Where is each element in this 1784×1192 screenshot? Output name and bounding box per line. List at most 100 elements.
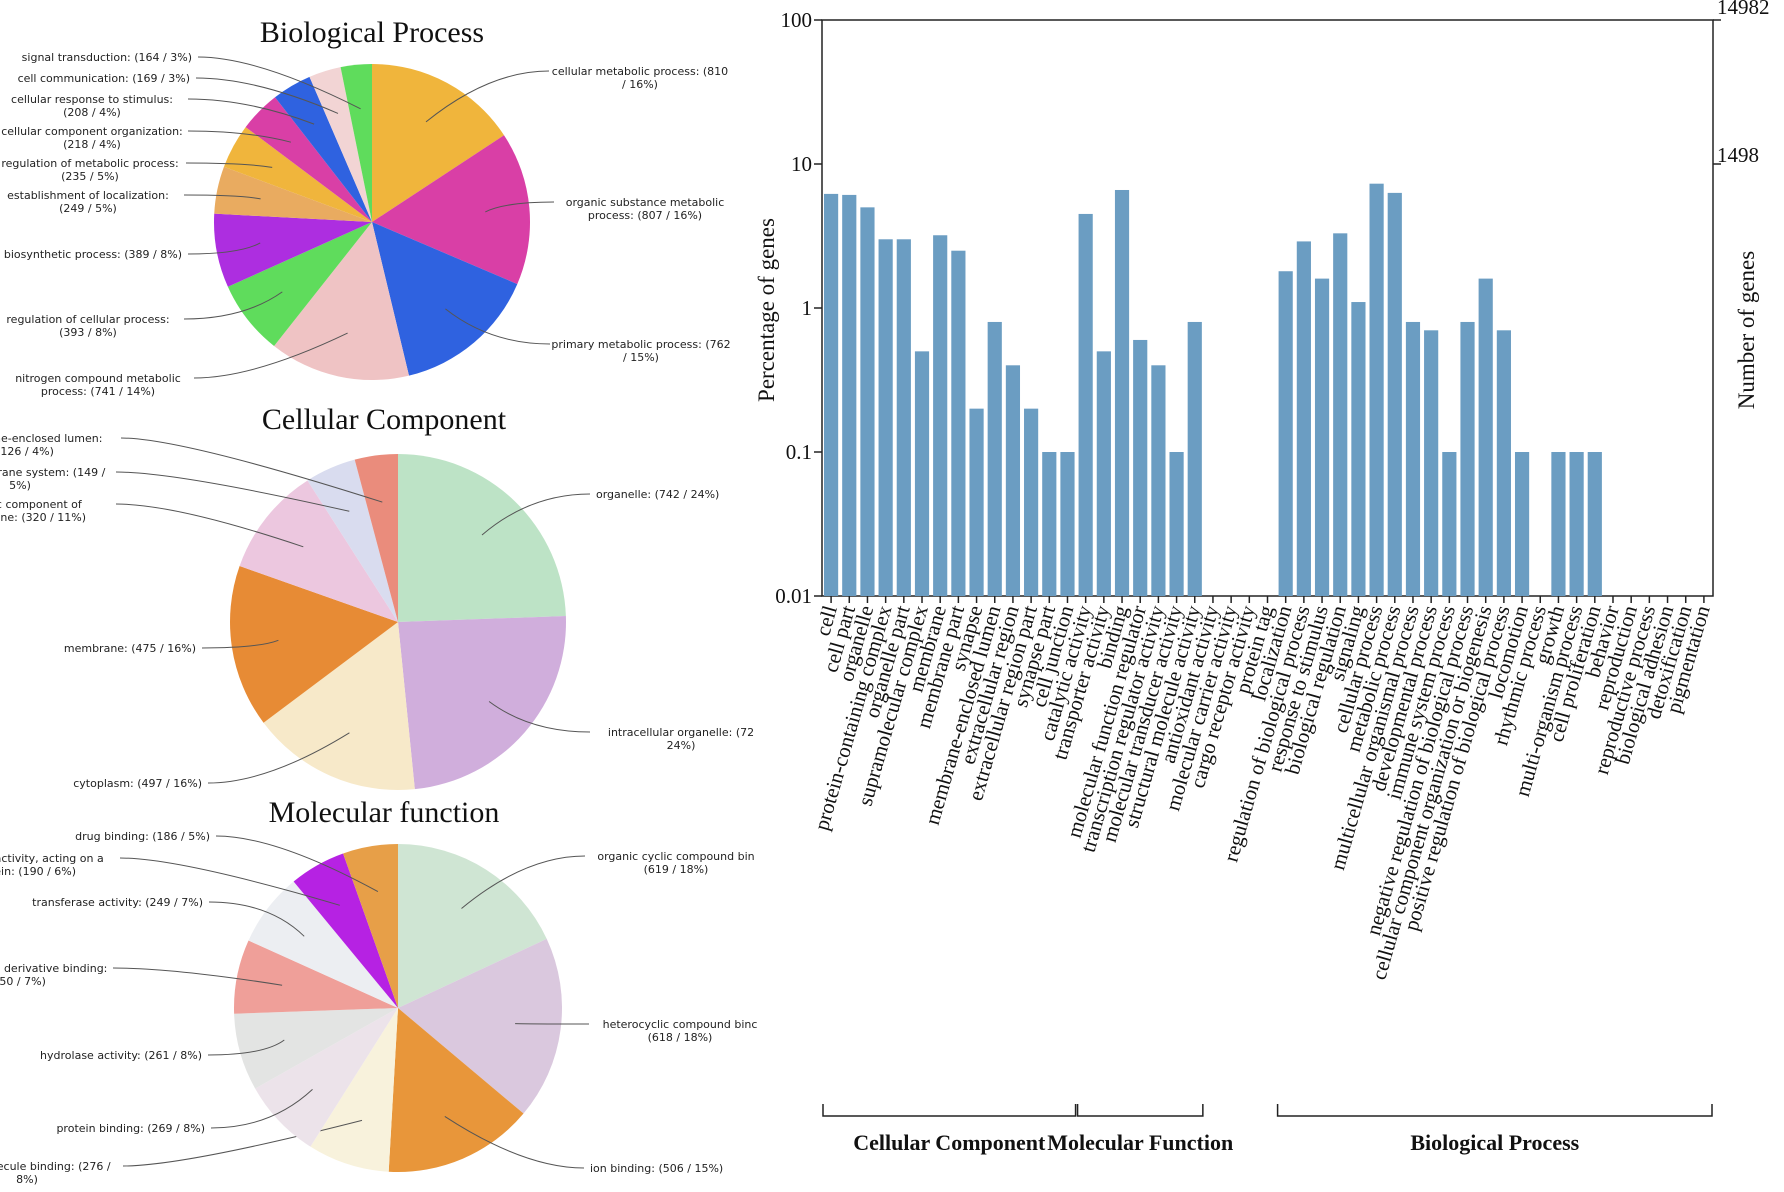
y-tick-label: 100 — [781, 8, 813, 32]
pie-slice-label: heterocyclic compound binc — [603, 1018, 758, 1031]
label-leader-line — [445, 308, 551, 345]
pie-slice — [340, 64, 372, 222]
pie-slice-label: (249 / 5%) — [59, 202, 117, 215]
label-leader-line — [207, 732, 350, 784]
group-label: Molecular Function — [1047, 1130, 1233, 1155]
bar — [1096, 351, 1111, 596]
pie-slice — [372, 135, 531, 285]
pie-slice-label: carbohydrate derivative binding: — [0, 962, 107, 975]
bar — [987, 321, 1002, 596]
bar — [1024, 408, 1039, 596]
label-leader-line — [425, 70, 550, 123]
bar — [1151, 365, 1166, 596]
pie-slice — [372, 222, 518, 376]
label-leader-line — [215, 835, 379, 893]
bar — [1551, 452, 1566, 596]
label-leader-line — [208, 901, 305, 937]
pie-slice — [398, 616, 566, 790]
pie-title: Cellular Component — [262, 403, 507, 436]
bar — [1187, 321, 1202, 596]
label-leader-line — [115, 471, 350, 512]
pie-slice-label: catalytic activity, acting on a — [0, 852, 104, 865]
label-leader-line — [115, 503, 304, 548]
pie-slice-label: (208 / 4%) — [63, 106, 121, 119]
bar — [1587, 452, 1602, 596]
bar — [1133, 339, 1148, 596]
pie-slice — [398, 454, 566, 622]
bar-chart-go-categories: Percentage of genes Number of genes 0.01… — [754, 0, 1770, 1155]
bar — [1405, 321, 1421, 596]
pie-chart-molecular-function: Molecular function organic cyclic compou… — [0, 796, 757, 1186]
group-label: Biological Process — [1410, 1130, 1579, 1155]
pie-slice — [245, 97, 372, 222]
pie-slice-label: cellular metabolic process: (810 — [552, 65, 728, 78]
pie-slice — [239, 480, 398, 622]
pie-slice — [275, 76, 372, 222]
pie-slice — [388, 1008, 524, 1172]
pie-slice-label: membrane-enclosed lumen: — [0, 432, 102, 445]
pie-slice — [234, 1008, 398, 1089]
label-leader-line — [187, 130, 292, 143]
group-bracket — [1076, 1104, 1204, 1117]
pie-slice — [398, 844, 547, 1008]
pie-slice-label: cytoplasm: (497 / 16%) — [73, 777, 202, 790]
label-leader-line — [461, 855, 586, 909]
bar — [951, 250, 966, 596]
bar — [933, 235, 948, 596]
bar — [1514, 452, 1530, 596]
bar — [914, 351, 930, 596]
pie-slice — [248, 881, 398, 1008]
label-leader-line — [193, 332, 348, 379]
bar — [1569, 452, 1584, 596]
pie-chart-biological-process: Biological Process cellular metabolic pr… — [1, 16, 730, 398]
bar — [896, 239, 911, 597]
bar — [1005, 365, 1021, 596]
pie-slice-label: intrinsic component of — [0, 498, 83, 511]
bar — [1351, 302, 1366, 596]
pie-slice-label: hydrolase activity: (261 / 8%) — [40, 1049, 202, 1062]
label-leader-line — [119, 857, 340, 906]
group-bracket — [822, 1104, 1077, 1117]
pie-slice-label: process: (807 / 16%) — [588, 209, 702, 222]
bar — [1078, 213, 1093, 596]
bar — [878, 239, 893, 597]
y2-tick-label: 1498 — [1717, 143, 1759, 167]
pie-slice-label: 5%) — [9, 479, 31, 492]
pie-slice — [274, 222, 409, 381]
pie-slice — [307, 459, 398, 622]
label-leader-line — [485, 201, 555, 213]
pie-slice — [223, 127, 372, 222]
y-tick-label: 10 — [791, 152, 812, 176]
pie-slice-label: 8%) — [16, 1173, 38, 1186]
pie-slice-label: organic cyclic compound bin — [597, 850, 754, 863]
pie-slice-label: signal transduction: (164 / 3%) — [22, 51, 192, 64]
pie-slice-label: biosynthetic process: (389 / 8%) — [4, 248, 182, 261]
bar — [824, 193, 839, 596]
pie-slice-label: protein: (190 / 6%) — [0, 865, 76, 878]
bar — [1478, 278, 1493, 596]
label-leader-line — [207, 1039, 285, 1056]
y-tick-label: 0.01 — [775, 584, 812, 608]
pie-slice-label: cellular component organization: — [1, 125, 183, 138]
y-axis-label: Percentage of genes — [754, 218, 779, 402]
pie-slice-label: 24%) — [667, 739, 696, 752]
bar — [1460, 321, 1475, 596]
bar — [1369, 183, 1384, 596]
pie-slice — [398, 938, 562, 1114]
bar — [1387, 192, 1402, 596]
pie-slice — [214, 166, 372, 222]
pie-slice-label: drug binding: (186 / 5%) — [75, 830, 210, 843]
pie-title: Biological Process — [260, 16, 484, 49]
bar — [1296, 241, 1311, 596]
pie-slice-label: primary metabolic process: (762 — [551, 338, 730, 351]
y-tick-label: 0.1 — [786, 440, 812, 464]
pie-slice — [310, 1008, 398, 1172]
pie-chart-cellular-component: Cellular Component organelle: (742 / 24%… — [0, 403, 754, 790]
y-tick-label: 1 — [802, 296, 813, 320]
pie-slice-label: (218 / 4%) — [63, 138, 121, 151]
label-leader-line — [187, 242, 261, 255]
bar — [1442, 452, 1457, 596]
pie-slice — [227, 222, 372, 346]
bar — [969, 408, 984, 596]
pie-slice-label: endomembrane system: (149 / — [0, 466, 106, 479]
